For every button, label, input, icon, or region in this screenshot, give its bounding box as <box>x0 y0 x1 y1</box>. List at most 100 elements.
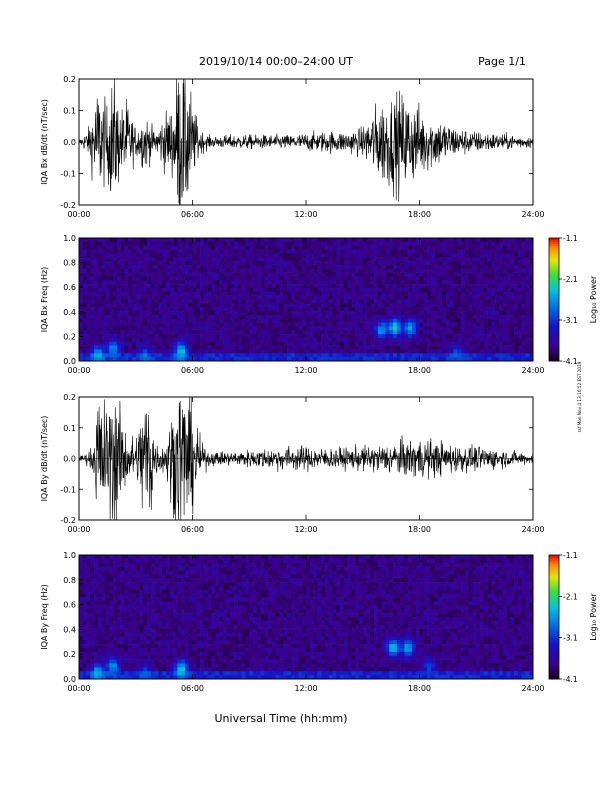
heatmap-cell <box>97 574 102 579</box>
heatmap-cell <box>427 249 432 254</box>
heatmap-cell <box>105 264 110 270</box>
heatmap-cell <box>449 291 454 296</box>
heatmap-cell <box>385 349 390 354</box>
heatmap-cell <box>192 249 197 254</box>
heatmap-cell <box>241 276 246 281</box>
heatmap-cell <box>268 284 273 289</box>
heatmap-cell <box>113 578 118 583</box>
heatmap-cell <box>162 276 167 281</box>
heatmap-cell <box>196 249 201 254</box>
heatmap-cell <box>264 562 269 567</box>
heatmap-cell <box>79 272 84 277</box>
heatmap-cell <box>230 284 235 289</box>
heatmap-cell <box>491 349 496 354</box>
heatmap-cell <box>222 311 227 316</box>
heatmap-cell <box>340 357 345 362</box>
heatmap-cell <box>116 276 121 281</box>
heatmap-cell <box>476 566 481 571</box>
heatmap-cell <box>241 257 246 262</box>
heatmap-cell <box>184 349 190 354</box>
heatmap-cell <box>453 330 458 335</box>
heatmap-cell <box>419 357 424 362</box>
heatmap-cell <box>211 357 216 362</box>
heatmap-cell <box>207 272 212 277</box>
heatmap-cell <box>498 353 504 358</box>
heatmap-cell <box>324 570 329 575</box>
heatmap-cell <box>430 578 435 583</box>
heatmap-cell <box>336 287 341 293</box>
heatmap-cell <box>245 322 250 327</box>
heatmap-cell <box>453 253 458 258</box>
heatmap-cell <box>491 307 496 312</box>
heatmap-cell <box>313 574 318 579</box>
heatmap-cell <box>480 349 485 354</box>
heatmap-cell <box>128 257 133 262</box>
heatmap-cell <box>442 349 447 354</box>
heatmap-cell <box>457 334 462 339</box>
heatmap-cell <box>150 238 155 243</box>
heatmap-cell <box>332 299 337 304</box>
heatmap-cell <box>321 276 326 281</box>
heatmap-cell <box>517 570 522 575</box>
heatmap-cell <box>411 276 417 281</box>
heatmap-cell <box>173 299 178 304</box>
heatmap-cell <box>237 241 242 246</box>
heatmap-cell <box>427 322 432 327</box>
heatmap-cell <box>203 334 208 339</box>
heatmap-cell <box>313 261 318 266</box>
heatmap-cell <box>358 268 364 273</box>
heatmap-cell <box>188 330 193 335</box>
heatmap-cell <box>404 307 409 312</box>
heatmap-cell <box>105 586 110 591</box>
heatmap-cell <box>128 241 133 246</box>
heatmap-cell <box>529 238 534 243</box>
heatmap-cell <box>309 349 314 354</box>
heatmap-cell <box>253 326 258 331</box>
heatmap-cell <box>230 574 235 579</box>
heatmap-cell <box>396 555 401 560</box>
heatmap-cell <box>222 272 227 277</box>
heatmap-cell <box>468 562 473 567</box>
heatmap-cell <box>393 238 398 243</box>
heatmap-cell <box>328 334 333 339</box>
heatmap-cell <box>249 357 254 362</box>
heatmap-cell <box>514 349 519 354</box>
heatmap-cell <box>480 357 485 362</box>
heatmap-cell <box>491 303 496 308</box>
heatmap-cell <box>514 562 519 567</box>
heatmap-cell <box>411 287 417 293</box>
heatmap-cell <box>317 291 322 296</box>
heatmap-cell <box>396 276 401 281</box>
heatmap-cell <box>521 582 526 587</box>
heatmap-cell <box>177 295 182 300</box>
heatmap-cell <box>343 257 348 262</box>
heatmap-cell <box>147 582 152 587</box>
heatmap-cell <box>287 264 292 270</box>
heatmap-cell <box>366 318 371 323</box>
heatmap-cell <box>203 311 208 316</box>
heatmap-cell <box>495 261 500 266</box>
heatmap-cell <box>234 311 239 316</box>
heatmap-cell <box>495 272 500 277</box>
heatmap-cell <box>400 314 405 320</box>
heatmap-cell <box>120 582 125 587</box>
heatmap-cell <box>90 268 95 273</box>
heatmap-cell <box>260 574 265 579</box>
heatmap-cell <box>355 558 360 564</box>
heatmap-cell <box>461 295 466 300</box>
heatmap-cell <box>128 341 133 346</box>
heatmap-cell <box>351 349 356 354</box>
heatmap-cell <box>215 562 220 567</box>
heatmap-cell <box>415 558 420 564</box>
heatmap-cell <box>411 330 417 335</box>
heatmap-cell <box>381 287 386 293</box>
heatmap-cell <box>442 337 447 343</box>
heatmap-cell <box>154 241 159 246</box>
x-tick-label: 18:00 <box>408 525 431 534</box>
heatmap-cell <box>495 578 500 583</box>
heatmap-cell <box>306 353 311 358</box>
heatmap-cell <box>351 326 356 331</box>
heatmap-cell <box>105 357 110 362</box>
heatmap-cell <box>324 257 329 262</box>
heatmap-cell <box>415 318 420 323</box>
